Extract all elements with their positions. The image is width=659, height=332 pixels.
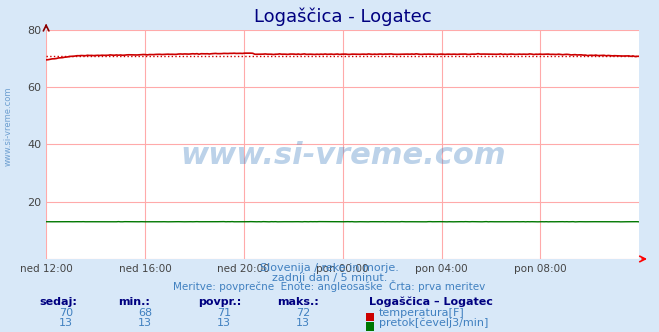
Text: Slovenija / reke in morje.: Slovenija / reke in morje. xyxy=(260,263,399,273)
Text: 13: 13 xyxy=(138,318,152,328)
Text: povpr.:: povpr.: xyxy=(198,297,241,307)
Text: 70: 70 xyxy=(59,308,73,318)
Text: Logaščica – Logatec: Logaščica – Logatec xyxy=(369,297,493,307)
Text: 13: 13 xyxy=(296,318,310,328)
Text: 13: 13 xyxy=(59,318,73,328)
Text: sedaj:: sedaj: xyxy=(40,297,77,307)
Text: www.si-vreme.com: www.si-vreme.com xyxy=(180,141,505,170)
Text: 68: 68 xyxy=(138,308,152,318)
Text: 71: 71 xyxy=(217,308,231,318)
Text: 13: 13 xyxy=(217,318,231,328)
Title: Logaščica - Logatec: Logaščica - Logatec xyxy=(254,7,432,26)
Text: 72: 72 xyxy=(296,308,310,318)
Text: www.si-vreme.com: www.si-vreme.com xyxy=(3,86,13,166)
Text: min.:: min.: xyxy=(119,297,150,307)
Text: zadnji dan / 5 minut.: zadnji dan / 5 minut. xyxy=(272,273,387,283)
Text: temperatura[F]: temperatura[F] xyxy=(379,308,465,318)
Text: pretok[čevelj3/min]: pretok[čevelj3/min] xyxy=(379,317,488,328)
Text: maks.:: maks.: xyxy=(277,297,318,307)
Text: Meritve: povprečne  Enote: angleosaške  Črta: prva meritev: Meritve: povprečne Enote: angleosaške Čr… xyxy=(173,281,486,292)
